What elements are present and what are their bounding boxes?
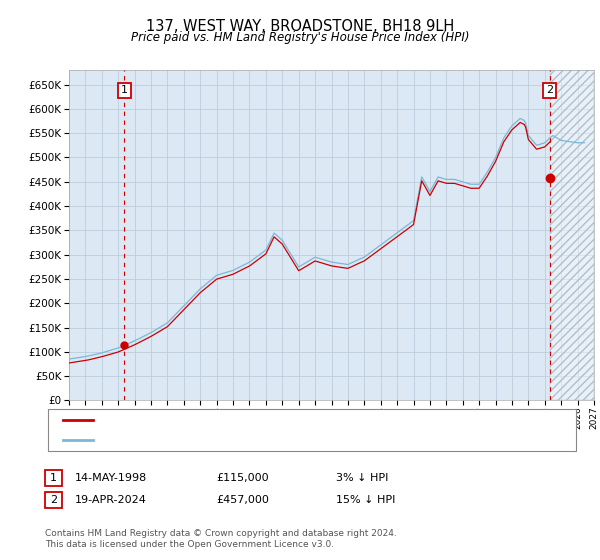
Text: 137, WEST WAY, BROADSTONE, BH18 9LH (detached house): 137, WEST WAY, BROADSTONE, BH18 9LH (det… xyxy=(99,415,413,425)
Text: 1: 1 xyxy=(121,86,128,95)
Bar xyxy=(550,70,594,400)
Text: 2: 2 xyxy=(50,495,57,505)
Text: 2: 2 xyxy=(546,86,553,95)
Bar xyxy=(550,70,594,400)
Text: 3% ↓ HPI: 3% ↓ HPI xyxy=(336,473,388,483)
Text: HPI: Average price, detached house, Bournemouth Christchurch and Poole: HPI: Average price, detached house, Bour… xyxy=(99,435,487,445)
Text: 14-MAY-1998: 14-MAY-1998 xyxy=(75,473,147,483)
Text: Price paid vs. HM Land Registry's House Price Index (HPI): Price paid vs. HM Land Registry's House … xyxy=(131,31,469,44)
Text: £457,000: £457,000 xyxy=(216,495,269,505)
Text: Contains HM Land Registry data © Crown copyright and database right 2024.
This d: Contains HM Land Registry data © Crown c… xyxy=(45,529,397,549)
Text: 137, WEST WAY, BROADSTONE, BH18 9LH: 137, WEST WAY, BROADSTONE, BH18 9LH xyxy=(146,19,454,34)
Text: £115,000: £115,000 xyxy=(216,473,269,483)
Text: 19-APR-2024: 19-APR-2024 xyxy=(75,495,147,505)
Text: 1: 1 xyxy=(50,473,57,483)
Text: 15% ↓ HPI: 15% ↓ HPI xyxy=(336,495,395,505)
